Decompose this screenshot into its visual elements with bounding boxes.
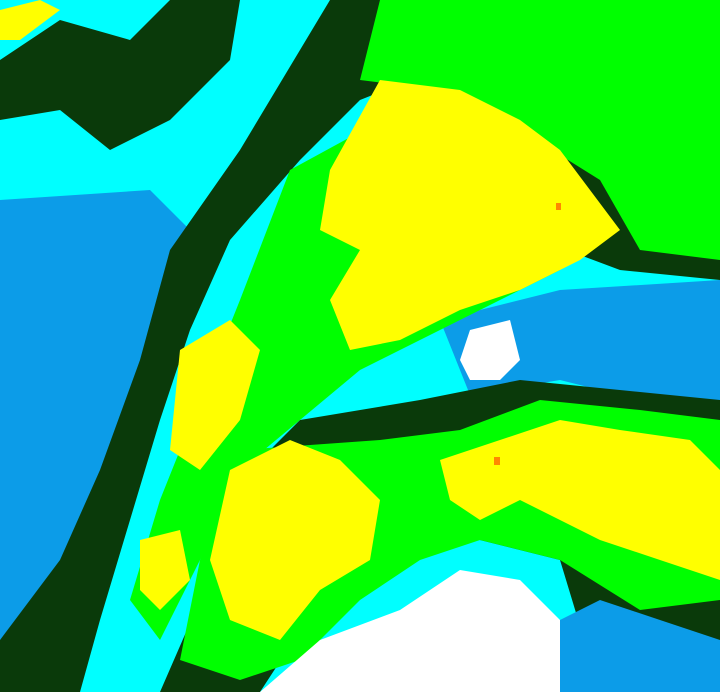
cell-orange	[494, 457, 500, 465]
region-yellow-west	[170, 320, 260, 470]
region-dark-green-nw	[0, 0, 240, 150]
region-yellow-north	[320, 80, 620, 350]
region-yellow-sw	[140, 530, 190, 610]
region-light-blue-west	[0, 190, 190, 640]
region-no-echo-south	[260, 570, 560, 692]
cell-orange	[556, 203, 561, 210]
region-no-echo-center	[460, 320, 520, 380]
region-yellow-south	[210, 440, 380, 640]
region-yellow-nw	[0, 0, 60, 40]
region-green-north	[360, 0, 720, 260]
region-light-blue-south	[560, 600, 720, 692]
region-yellow-southeast	[440, 420, 720, 580]
